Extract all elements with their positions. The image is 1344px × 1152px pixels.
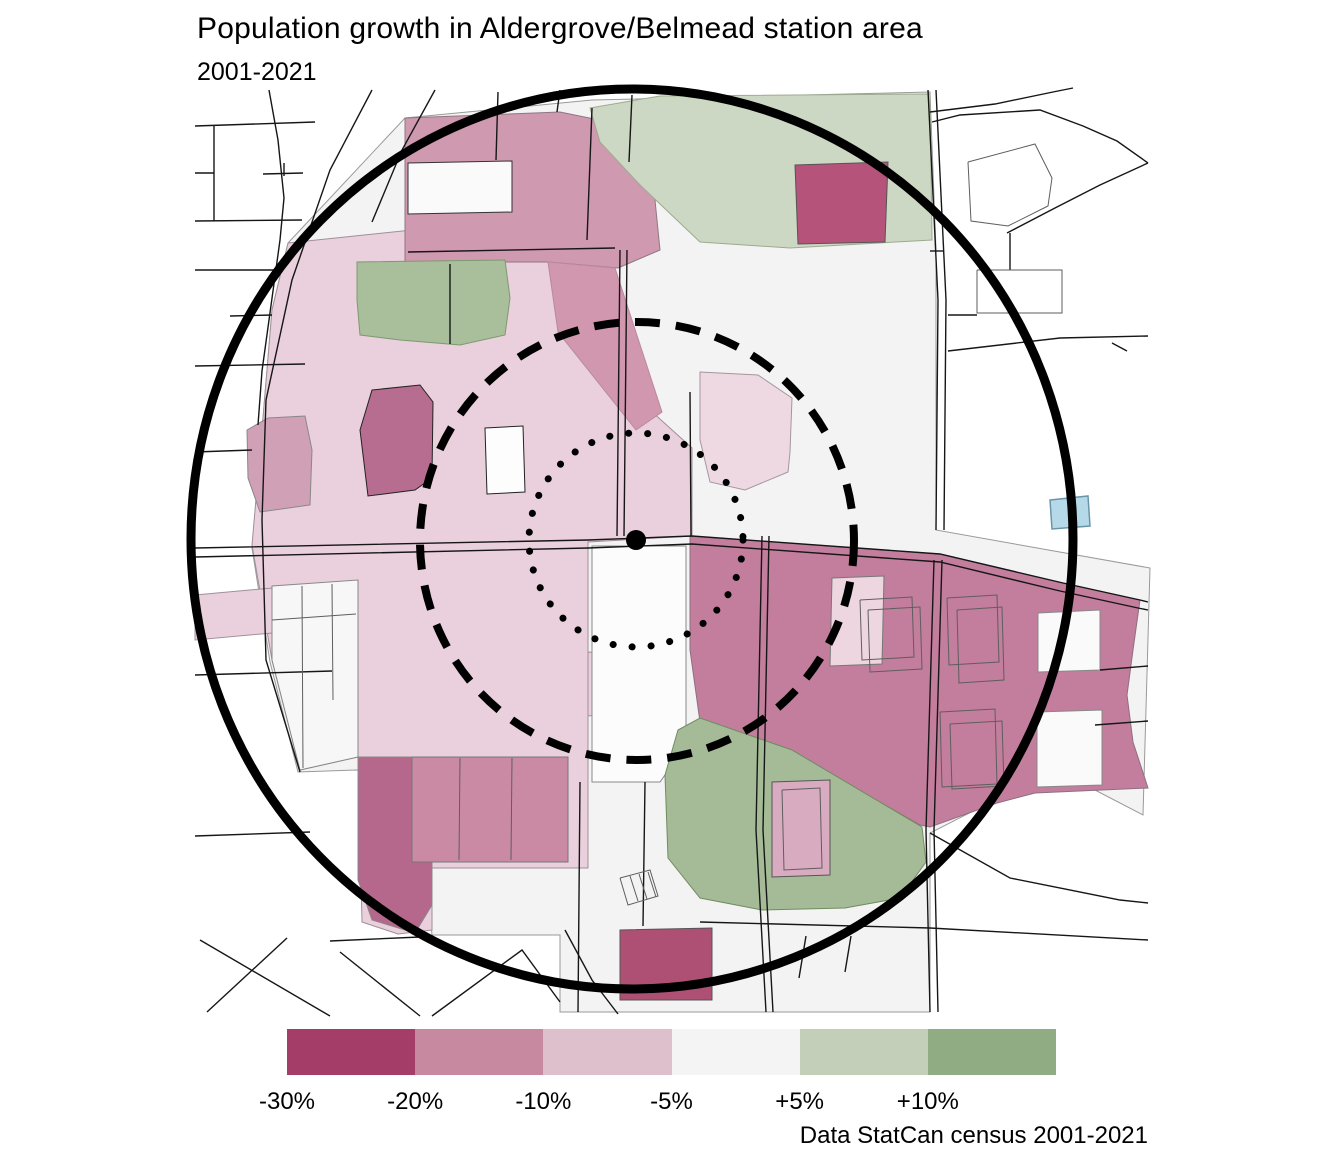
street-line	[844, 935, 852, 973]
parcel-outline	[946, 594, 1000, 666]
tract-minus30-north-rect	[794, 161, 889, 245]
parcel-outline	[271, 613, 357, 621]
street-line	[642, 781, 646, 927]
legend-swatch-minus20	[415, 1029, 544, 1075]
parcel-block-white-center	[591, 545, 687, 783]
legend-swatch-minus5	[671, 1029, 800, 1075]
parcel-outline	[331, 583, 334, 701]
parcel-outline	[976, 269, 1063, 314]
street-line	[1111, 342, 1128, 352]
street-line	[194, 831, 311, 837]
street-line	[339, 951, 421, 1017]
ring-inner-dotted	[525, 429, 747, 651]
street-line	[933, 559, 943, 1013]
parcel-white-center-small	[484, 425, 526, 495]
page-subtitle: 2001-2021	[197, 58, 317, 86]
street-line	[929, 87, 1074, 113]
legend-label: -5%	[650, 1088, 693, 1115]
legend-swatch-minus10	[543, 1029, 672, 1075]
parcel-white-north	[407, 160, 513, 215]
street-line	[699, 921, 1149, 941]
street-line	[257, 89, 285, 426]
street-line	[194, 535, 1149, 603]
street-line	[689, 391, 692, 537]
data-source-caption: Data StatCan census 2001-2021	[799, 1122, 1148, 1149]
street-line	[935, 89, 947, 531]
parcel-outline	[781, 787, 823, 871]
parcel-outline	[967, 143, 1053, 227]
street-line	[194, 121, 316, 127]
tract-minus10-west-strip	[194, 587, 273, 641]
street-line	[495, 91, 499, 161]
street-line	[931, 109, 1149, 164]
parcel-white-east-2	[1036, 709, 1103, 788]
street-line	[194, 219, 303, 222]
street-line	[1006, 162, 1149, 234]
street-line	[623, 249, 628, 537]
parcel-outline	[956, 606, 1005, 684]
street-line	[586, 107, 593, 241]
street-line	[329, 936, 421, 942]
tract-minus20-south-block	[411, 756, 569, 863]
street-line	[927, 89, 939, 531]
tract-plus10-center-west	[356, 259, 511, 346]
street-line	[206, 937, 288, 1013]
parcel-outline	[458, 757, 461, 861]
street-line	[199, 939, 331, 1017]
street-line	[1099, 665, 1149, 671]
ring-outer-solid	[186, 84, 1078, 994]
legend-swatch-minus30	[287, 1029, 416, 1075]
legend-color-bar	[287, 1029, 1057, 1075]
station-center-marker	[626, 530, 646, 550]
tract-minus30-center-west	[359, 384, 434, 497]
street-line	[762, 535, 774, 1013]
parcel-outline	[629, 875, 639, 902]
parcel-pink-south	[771, 779, 831, 878]
street-line	[925, 559, 935, 1013]
street-line	[947, 335, 1149, 352]
street-line	[616, 249, 621, 537]
ring-middle-dashed	[416, 318, 858, 764]
parcel-outline	[867, 606, 923, 673]
legend-label: -30%	[258, 1088, 316, 1115]
legend-label: -20%	[387, 1088, 444, 1115]
tract-minus10-lobe-ne	[699, 371, 793, 491]
street-line	[1094, 720, 1149, 726]
street-line	[194, 363, 306, 367]
parcel-block-white-west	[271, 579, 359, 771]
street-line	[755, 535, 767, 1013]
street-line	[194, 670, 333, 676]
parcel-outline	[638, 873, 648, 900]
street-line	[628, 94, 633, 163]
tract-minus20-west-block	[246, 415, 313, 513]
page-title: Population growth in Aldergrove/Belmead …	[197, 12, 923, 45]
legend-label: -10%	[515, 1088, 572, 1115]
legend-label: +5%	[775, 1088, 825, 1115]
street-line	[194, 543, 1149, 611]
legend-label: +10%	[896, 1088, 959, 1115]
street-line	[262, 172, 304, 175]
legend-swatch-plus10	[927, 1029, 1057, 1075]
parcel-outline	[647, 871, 657, 898]
legend-swatch-plus5	[799, 1029, 928, 1075]
parcel-outline	[619, 869, 659, 906]
street-line	[407, 247, 616, 253]
street-line	[929, 832, 1149, 904]
parcel-outline	[510, 757, 513, 861]
street-line	[194, 449, 253, 453]
street-line	[577, 781, 581, 1013]
parcel-outline	[859, 596, 915, 661]
parcel-outline	[301, 585, 304, 769]
street-line	[261, 89, 373, 773]
street-line	[564, 929, 619, 1015]
tract-minus20-diag-band	[547, 261, 663, 431]
legend-labels: -30% -20% -10% -5% +5% +10%	[259, 1088, 1056, 1118]
